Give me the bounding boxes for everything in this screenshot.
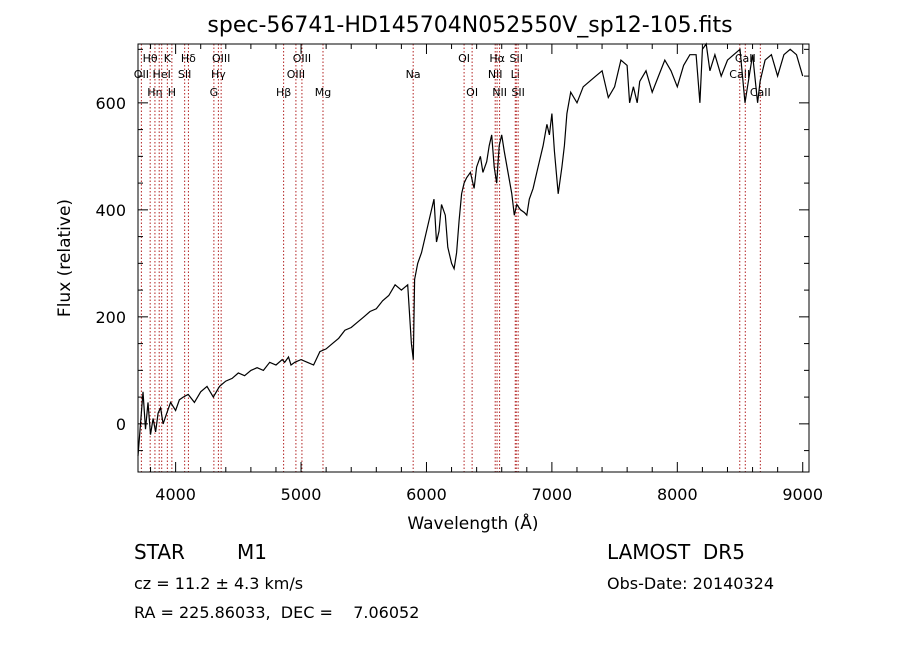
line-marker-label: Hδ bbox=[181, 52, 196, 65]
line-marker-label: CaII bbox=[729, 68, 750, 81]
line-marker-label: OI bbox=[458, 52, 470, 65]
line-marker-label: OII bbox=[134, 68, 149, 81]
line-marker-label: Hη bbox=[147, 86, 162, 99]
plot-frame bbox=[137, 43, 810, 473]
x-tick-label: 7000 bbox=[532, 485, 573, 504]
x-tick-label: 9000 bbox=[782, 485, 823, 504]
y-tick-label: 200 bbox=[95, 308, 126, 327]
x-tick-label: 4000 bbox=[155, 485, 196, 504]
observation-date: Obs-Date: 20140324 bbox=[607, 574, 775, 593]
object-subclass: M1 bbox=[237, 540, 267, 564]
line-marker-label: Hα bbox=[489, 52, 505, 65]
line-marker-label: Hβ bbox=[276, 86, 291, 99]
coordinates: RA = 225.86033, DEC = 7.06052 bbox=[134, 603, 420, 622]
spectrum-line bbox=[137, 42, 804, 456]
line-marker-label: OI bbox=[466, 86, 478, 99]
x-tick-label: 8000 bbox=[657, 485, 698, 504]
spectrum-line-layer bbox=[137, 42, 804, 456]
y-axis-ticks: 0 200 400 600 bbox=[95, 48, 809, 452]
line-marker-label: K bbox=[164, 52, 172, 65]
line-marker-label: SII bbox=[511, 86, 524, 99]
line-marker-label: NII bbox=[492, 86, 507, 99]
line-marker-label: Hθ bbox=[143, 52, 158, 65]
y-tick-label: 600 bbox=[95, 94, 126, 113]
x-axis-label: Wavelength (Å) bbox=[407, 512, 538, 534]
line-marker-label: G bbox=[210, 86, 219, 99]
x-axis-ticks: 4000 5000 6000 7000 8000 9000 bbox=[150, 44, 823, 504]
line-marker-label: H bbox=[168, 86, 176, 99]
y-tick-label: 0 bbox=[116, 415, 126, 434]
line-marker-label: HeI bbox=[153, 68, 171, 81]
y-tick-label: 400 bbox=[95, 201, 126, 220]
line-marker-label: SII bbox=[510, 52, 523, 65]
survey-name: LAMOST DR5 bbox=[607, 540, 745, 564]
y-axis-label: Flux (relative) bbox=[55, 199, 75, 317]
line-marker-label: OIII bbox=[293, 52, 311, 65]
line-marker-label: OIII bbox=[212, 52, 230, 65]
line-marker-label: CaII bbox=[750, 86, 771, 99]
object-class: STAR bbox=[134, 540, 185, 564]
line-marker-label: Hγ bbox=[211, 68, 226, 81]
line-marker-label: OIII bbox=[287, 68, 305, 81]
line-marker-label: Na bbox=[406, 68, 421, 81]
line-marker-label: NII bbox=[488, 68, 503, 81]
chart-title: spec-56741-HD145704N052550V_sp12-105.fit… bbox=[207, 13, 732, 38]
emission-line-markers: OIIHθHηHeIKHSIIHδGHγOIIIHβOIIIOIIIMgNaOI… bbox=[134, 44, 771, 472]
x-tick-label: 6000 bbox=[406, 485, 447, 504]
line-marker-label: SII bbox=[178, 68, 191, 81]
line-marker-label: Li bbox=[511, 68, 520, 81]
x-tick-label: 5000 bbox=[281, 485, 322, 504]
redshift-value: cz = 11.2 ± 4.3 km/s bbox=[134, 574, 304, 593]
line-marker-label: Mg bbox=[315, 86, 331, 99]
